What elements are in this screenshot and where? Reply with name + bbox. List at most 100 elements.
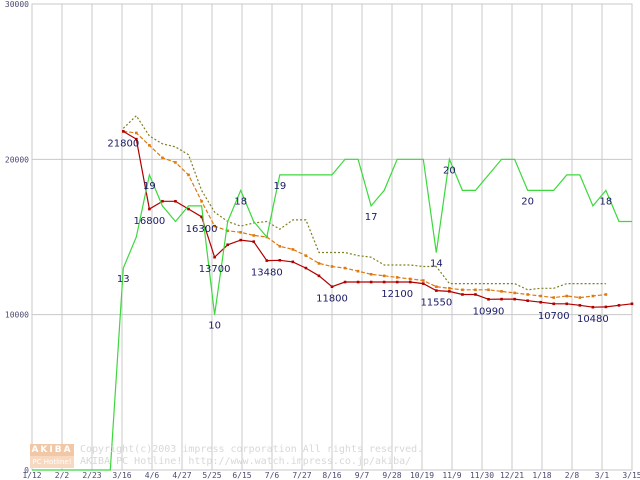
series-marker xyxy=(343,280,347,284)
count-data-label: 14 xyxy=(430,259,443,270)
count-data-label: 18 xyxy=(234,196,247,207)
y-tick-label: 20000 xyxy=(5,155,29,164)
count-data-label: 19 xyxy=(273,181,286,192)
series-marker xyxy=(317,274,321,278)
series-marker xyxy=(135,131,138,135)
series-marker xyxy=(474,293,477,296)
series-marker xyxy=(448,286,451,290)
series-marker xyxy=(422,279,425,282)
series-marker xyxy=(252,234,256,237)
series-marker xyxy=(435,289,438,292)
series-marker xyxy=(487,297,490,301)
series-marker xyxy=(552,302,556,306)
chart-grid xyxy=(31,3,633,471)
series-marker xyxy=(135,137,138,141)
series-marker xyxy=(461,293,464,296)
logo-bottom-text: PC Hotline! xyxy=(30,456,74,468)
price-data-label: 16300 xyxy=(186,224,218,235)
series-marker xyxy=(435,285,438,289)
series-marker xyxy=(200,199,203,203)
series-marker xyxy=(395,276,399,279)
x-tick-label: 7/27 xyxy=(292,471,311,480)
series-marker xyxy=(448,290,451,293)
series-marker xyxy=(161,156,164,160)
x-tick-label: 2/8 xyxy=(565,471,580,480)
series-marker xyxy=(526,293,529,296)
y-tick-label: 30000 xyxy=(5,0,29,9)
x-tick-label: 1/12 xyxy=(22,471,41,480)
series-marker xyxy=(161,199,164,203)
akiba-logo: AKIBA PC Hotline! xyxy=(30,444,74,468)
x-tick-label: 9/28 xyxy=(382,471,401,480)
logo-top-text: AKIBA xyxy=(30,444,74,456)
series-marker xyxy=(591,305,595,309)
series-marker xyxy=(239,231,242,234)
series-marker xyxy=(239,238,242,242)
series-marker xyxy=(526,299,529,302)
count-data-label: 17 xyxy=(365,212,378,223)
series-marker xyxy=(304,254,308,257)
series-marker xyxy=(408,277,412,281)
series-marker xyxy=(578,296,582,299)
x-tick-label: 2/23 xyxy=(82,471,101,480)
series-marker xyxy=(278,245,282,248)
series-marker xyxy=(552,296,556,299)
series-marker xyxy=(187,173,190,177)
price-data-label: 10990 xyxy=(473,306,505,317)
y-tick-label: 10000 xyxy=(5,311,29,320)
x-tick-label: 4/27 xyxy=(172,471,191,480)
series-marker xyxy=(213,255,216,259)
series-marker xyxy=(122,130,125,133)
series-marker xyxy=(617,304,621,307)
url-line: AKIBA PC Hotline! http://www.watch.impre… xyxy=(80,456,412,467)
x-tick-label: 9/7 xyxy=(355,471,370,480)
series-marker xyxy=(265,259,269,262)
count-data-label: 19 xyxy=(143,181,156,192)
series-marker xyxy=(356,280,360,284)
series-marker xyxy=(148,144,151,147)
series-marker xyxy=(395,280,399,284)
series-line-shop-count xyxy=(32,157,632,471)
series-marker xyxy=(278,259,282,262)
count-data-label: 20 xyxy=(443,165,456,176)
series-marker xyxy=(513,297,516,301)
x-axis-tick-labels: 1/12 2/2 2/23 3/16 4/6 4/27 5/25 6/15 7/6 7/27 8/1… xyxy=(22,471,640,480)
series-marker xyxy=(369,272,373,276)
price-data-label: 11800 xyxy=(316,294,348,305)
x-tick-label: 11/30 xyxy=(470,471,494,480)
series-marker xyxy=(500,290,503,293)
price-data-label: 10700 xyxy=(538,311,570,322)
series-marker xyxy=(422,282,425,285)
series-marker xyxy=(330,285,334,289)
price-data-label: 11550 xyxy=(420,298,452,309)
y-axis-tick-labels: 0 10000 20000 30000 xyxy=(5,0,29,475)
series-marker xyxy=(474,288,477,292)
series-marker xyxy=(461,288,464,292)
series-marker xyxy=(252,240,256,243)
series-marker xyxy=(487,288,490,292)
count-data-label: 13 xyxy=(117,274,130,285)
series-marker xyxy=(226,229,229,233)
series-marker xyxy=(500,297,503,301)
series-marker xyxy=(591,294,595,298)
x-tick-label: 10/19 xyxy=(410,471,434,480)
data-labels: 21800 16800 16300 13700 13480 11800 12100 11550… xyxy=(107,138,612,331)
series-marker xyxy=(382,280,386,284)
price-data-label: 21800 xyxy=(107,138,139,149)
x-tick-label: 12/21 xyxy=(500,471,524,480)
series-marker xyxy=(513,291,516,295)
series-marker xyxy=(382,274,386,278)
price-data-label: 12100 xyxy=(381,289,413,300)
series-marker xyxy=(174,199,177,203)
series-marker xyxy=(356,269,360,273)
series-marker xyxy=(578,304,582,307)
y-tick-label: 0 xyxy=(24,466,29,475)
series-marker xyxy=(174,161,177,164)
series-marker xyxy=(213,224,216,228)
x-tick-label: 11/9 xyxy=(442,471,461,480)
series-marker xyxy=(565,302,569,306)
x-tick-label: 2/2 xyxy=(55,471,70,480)
count-data-label: 10 xyxy=(208,321,221,332)
copyright-line: Copyright(c)2003 impress corporation All… xyxy=(80,444,424,455)
x-tick-label: 5/25 xyxy=(202,471,221,480)
